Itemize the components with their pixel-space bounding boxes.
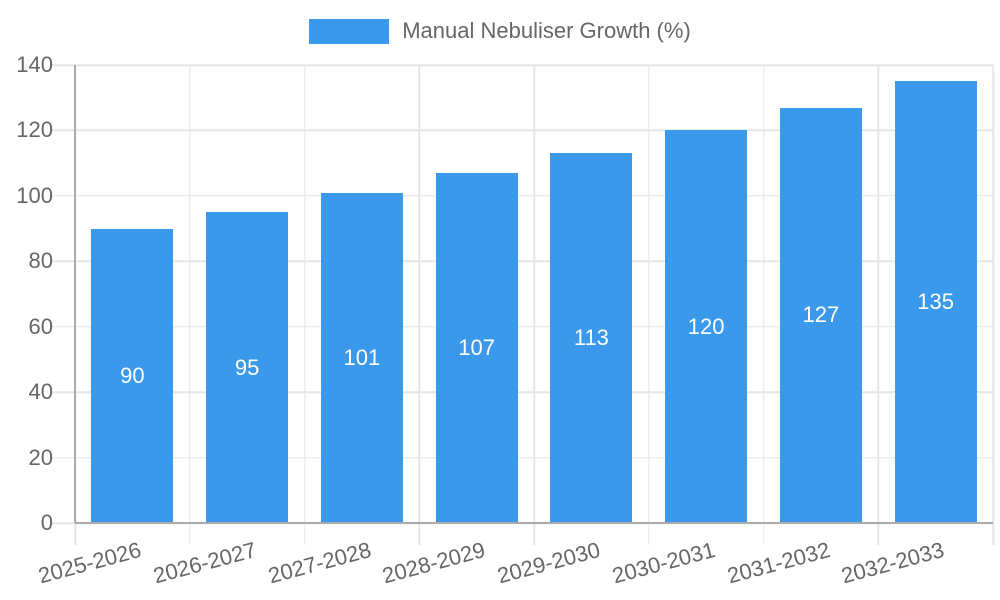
v-gridline	[418, 65, 420, 545]
x-tick-label: 2032-2033	[838, 537, 948, 589]
v-gridline	[189, 65, 191, 545]
v-gridline	[992, 65, 994, 545]
bar	[550, 153, 633, 523]
y-axis-line	[74, 65, 76, 523]
h-gridline	[52, 325, 993, 328]
bar-value-label: 135	[917, 289, 954, 315]
x-tick-label: 2025-2026	[35, 537, 144, 589]
x-tick-label: 2029-2030	[494, 537, 603, 589]
h-gridline	[52, 195, 993, 197]
bar	[91, 228, 174, 523]
bar-value-label: 120	[687, 313, 725, 339]
y-tick-label: 100	[16, 182, 53, 208]
h-gridline	[52, 456, 993, 459]
bar-value-label: 95	[234, 354, 260, 380]
x-tick-label: 2027-2028	[265, 537, 374, 589]
h-gridline	[52, 129, 993, 132]
x-tick-label: 2028-2029	[379, 537, 489, 589]
y-tick-label: 140	[16, 52, 53, 77]
bar-value-label: 90	[120, 362, 145, 388]
h-gridline	[52, 260, 993, 263]
x-axis: 2025-2026 2026-2027 2027-2028 2028-2029 2029…	[36, 523, 993, 600]
y-tick-label: 60	[28, 313, 53, 339]
bar-value-label: 127	[802, 302, 840, 328]
x-axis-line	[75, 522, 993, 524]
bar	[894, 81, 977, 523]
y-tick-label: 20	[28, 444, 53, 470]
bar	[665, 130, 748, 523]
h-gridline	[52, 64, 993, 66]
x-tick-label: 2026-2027	[150, 537, 259, 589]
v-gridline	[877, 65, 879, 545]
bar-value-label: 107	[458, 334, 495, 360]
y-tick-label: 40	[28, 379, 53, 405]
x-tick-label: 2031-2032	[724, 537, 833, 589]
v-gridline	[762, 65, 765, 545]
legend-label: Manual Nebuliser Growth (%)	[402, 18, 691, 43]
bar	[206, 212, 289, 523]
legend[interactable]: Manual Nebuliser Growth (%)	[0, 18, 1000, 44]
legend-swatch-icon	[309, 18, 390, 44]
bar	[435, 172, 518, 523]
bar-value-label: 113	[573, 325, 609, 351]
bar	[320, 192, 403, 523]
y-tick-label: 0	[40, 510, 53, 535]
plot-area: 90 95 101 107 113 120 127 135	[52, 64, 994, 545]
bar-value-label: 101	[343, 344, 381, 370]
y-tick-label: 80	[28, 248, 53, 274]
y-axis: 0 20 40 60 80 100 120 140	[0, 52, 53, 535]
v-gridline	[648, 65, 650, 545]
h-gridline	[52, 391, 993, 393]
x-tick-label: 2030-2031	[609, 537, 718, 589]
v-gridline	[303, 65, 306, 545]
y-tick-label: 120	[16, 117, 53, 143]
v-gridline	[533, 65, 535, 545]
bar	[779, 107, 862, 523]
